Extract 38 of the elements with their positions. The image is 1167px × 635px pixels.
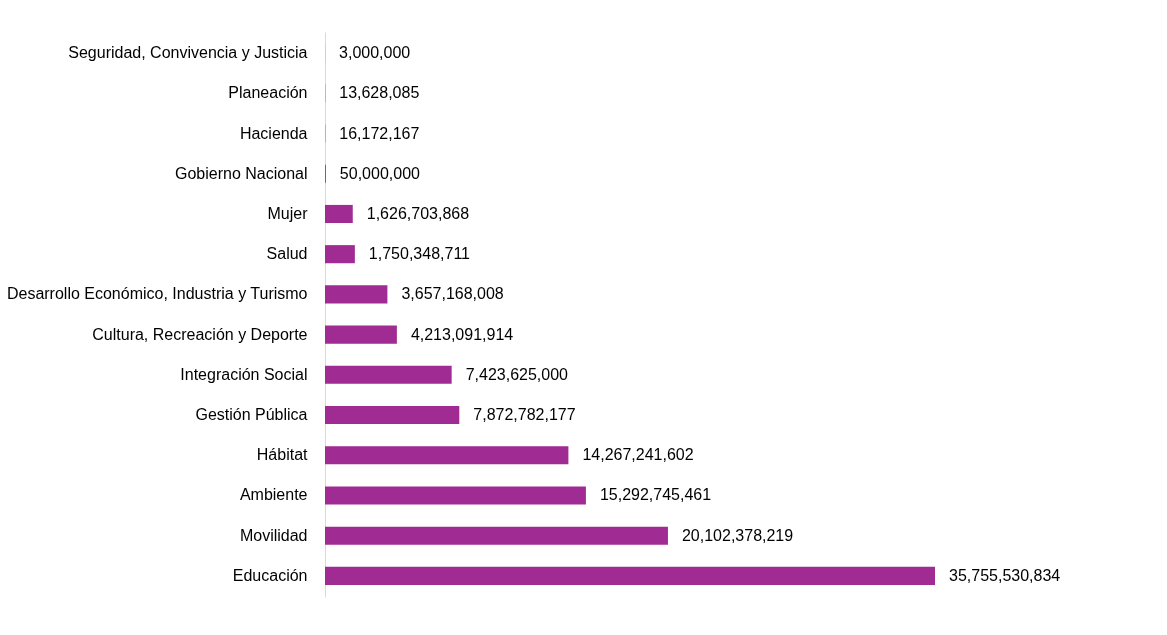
data-label: 15,292,745,461 — [599, 486, 712, 504]
y-tick-label: Seguridad, Convivencia y Justicia — [68, 44, 308, 62]
bar — [325, 446, 569, 465]
data-label: 13,628,085 — [339, 84, 420, 102]
data-label: 4,213,091,914 — [410, 325, 514, 343]
bar — [325, 566, 935, 585]
y-tick-label: Integración Social — [180, 365, 308, 383]
y-tick-label: Gestión Pública — [195, 406, 308, 424]
y-tick-label: Planeación — [228, 84, 308, 102]
y-tick-label: Desarrollo Económico, Industria y Turismo — [6, 285, 308, 303]
data-label: 16,172,167 — [339, 124, 420, 142]
data-label: 50,000,000 — [339, 164, 421, 182]
data-label: 3,000,000 — [339, 44, 411, 62]
bar — [325, 526, 668, 545]
data-label: 1,750,348,711 — [368, 245, 471, 263]
data-label: 7,872,782,177 — [473, 406, 576, 424]
y-tick-label: Movilidad — [239, 526, 308, 544]
y-tick-label: Cultura, Recreación y Deporte — [92, 325, 308, 343]
bar — [325, 486, 586, 505]
bar — [325, 285, 388, 304]
y-tick-label: Salud — [266, 245, 308, 263]
data-label: 14,267,241,602 — [582, 446, 694, 464]
data-label: 7,423,625,000 — [465, 365, 569, 383]
y-tick-label: Educación — [232, 566, 308, 584]
y-tick-label: Mujer — [267, 204, 309, 222]
data-label: 3,657,168,008 — [401, 285, 504, 303]
bar — [325, 325, 397, 344]
bar — [325, 405, 460, 425]
data-label: 35,755,530,834 — [949, 566, 1061, 584]
bar — [325, 245, 355, 264]
bar — [325, 365, 452, 384]
y-tick-label: Gobierno Nacional — [174, 164, 308, 182]
y-tick-label: Hábitat — [256, 446, 309, 464]
data-label: 20,102,378,219 — [681, 526, 794, 544]
y-tick-label: Ambiente — [239, 486, 308, 504]
y-tick-label: Hacienda — [239, 124, 308, 142]
data-label: 1,626,703,868 — [366, 204, 470, 222]
bar — [325, 204, 353, 224]
